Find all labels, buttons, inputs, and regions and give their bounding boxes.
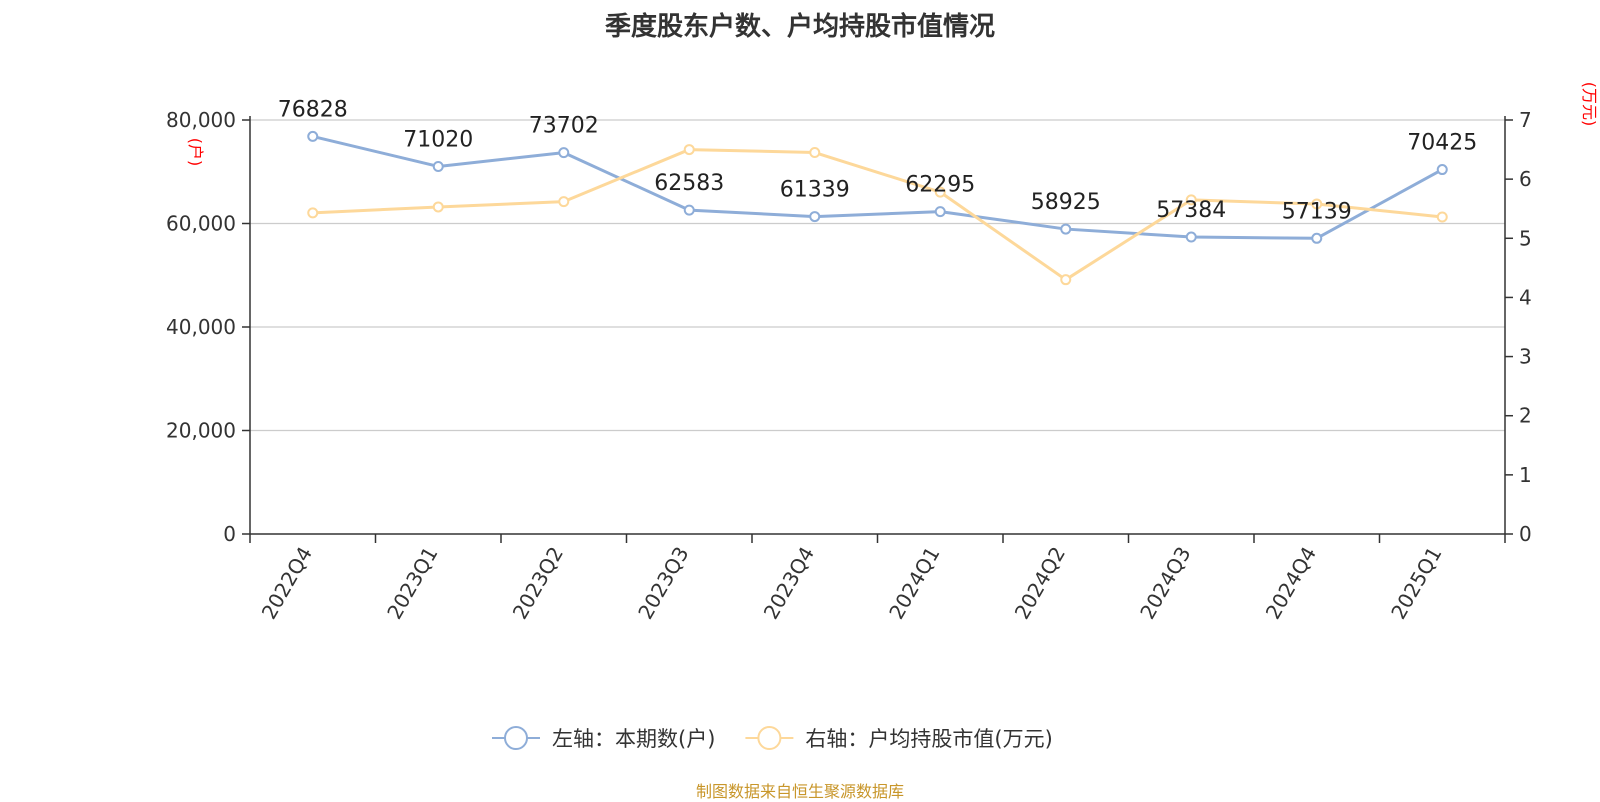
x-tick-label-0: 2022Q4 (257, 543, 317, 624)
series-1-point-0 (307, 207, 319, 219)
x-tick-label-3: 2023Q3 (633, 543, 693, 624)
series-0-data-label-7: 57384 (1156, 198, 1226, 223)
series-1-point-1 (432, 201, 444, 213)
series-1-point-6 (1060, 274, 1072, 286)
chart-title: 季度股东户数、户均持股市值情况 (604, 12, 995, 42)
x-tick-label-5: 2024Q1 (884, 543, 944, 624)
series-0-point-1 (432, 160, 444, 172)
legend-marker-1 (757, 726, 782, 750)
series-0-point-5 (934, 206, 946, 218)
right-tick-label-6: 6 (1519, 167, 1532, 191)
right-axis-unit: (万元) (1580, 82, 1599, 127)
series-0-point-6 (1060, 223, 1072, 235)
series-0-data-label-8: 57139 (1282, 199, 1352, 224)
series-1-point-7 (1185, 194, 1197, 206)
left-tick-label-0: 0 (223, 522, 236, 546)
series-0-point-3 (683, 204, 695, 216)
series-1-point-8 (1311, 198, 1323, 210)
legend-marker-0 (504, 726, 528, 750)
source-note: 制图数据来自恒生聚源数据库 (695, 782, 904, 801)
series-0-point-8 (1311, 232, 1323, 244)
series-0-data-label-0: 76828 (278, 97, 348, 122)
series-line-1 (312, 148, 1443, 282)
series-0-point-0 (307, 130, 319, 142)
x-tick-label-8: 2024Q4 (1261, 543, 1321, 624)
series-0-data-label-5: 62295 (905, 173, 975, 198)
right-tick-label-7: 7 (1519, 108, 1532, 132)
series-0-data-label-4: 61339 (780, 178, 850, 203)
x-tick-label-1: 2023Q1 (382, 543, 442, 624)
series-0-data-label-6: 58925 (1031, 190, 1101, 215)
series-0-point-2 (558, 147, 570, 159)
series-0-data-label-3: 62583 (654, 171, 724, 196)
right-tick-label-3: 3 (1519, 345, 1532, 369)
x-tick-label-4: 2023Q4 (759, 543, 819, 624)
right-tick-label-5: 5 (1519, 226, 1532, 250)
series-line-0 (312, 134, 1443, 240)
x-tick-label-7: 2024Q3 (1135, 543, 1195, 624)
x-tick-label-6: 2024Q2 (1010, 543, 1070, 624)
legend-label-1: 右轴：户均持股市值(万元) (805, 727, 1052, 751)
series-1-point-5 (934, 186, 946, 198)
series-1-point-2 (558, 196, 570, 208)
right-tick-label-1: 1 (1519, 463, 1532, 487)
left-tick-label-4: 80,000 (166, 108, 236, 132)
series-1-point-4 (809, 147, 821, 159)
series-0-data-label-1: 71020 (403, 127, 473, 152)
right-tick-label-2: 2 (1519, 404, 1532, 428)
left-axis-unit: (户) (186, 138, 205, 167)
right-tick-label-0: 0 (1519, 522, 1532, 546)
series-0-point-4 (809, 211, 821, 223)
x-tick-label-9: 2025Q1 (1386, 543, 1446, 624)
series-0-point-7 (1185, 231, 1197, 243)
series-1-point-9 (1436, 211, 1448, 223)
left-tick-label-1: 20,000 (166, 419, 236, 443)
left-tick-label-3: 60,000 (166, 212, 236, 236)
right-tick-label-4: 4 (1519, 285, 1532, 309)
series-1-point-3 (683, 144, 695, 156)
legend-label-0: 左轴：本期数(户) (552, 727, 715, 751)
series-0-data-label-2: 73702 (529, 114, 599, 139)
series-0-data-label-9: 70425 (1407, 131, 1477, 156)
x-tick-label-2: 2023Q2 (508, 543, 568, 624)
left-tick-label-2: 40,000 (166, 315, 236, 339)
series-0-point-9 (1436, 164, 1448, 176)
